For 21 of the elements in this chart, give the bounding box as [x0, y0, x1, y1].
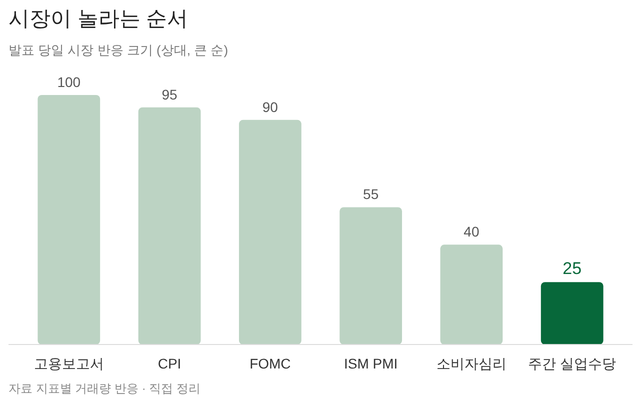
bar: [440, 244, 503, 344]
data-label: 90: [262, 98, 278, 115]
data-label: 55: [363, 186, 379, 202]
x-tick-label: FOMC: [250, 356, 291, 372]
data-label: 40: [464, 224, 480, 240]
x-tick-label: 소비자심리: [436, 356, 506, 372]
text: 자료 지표별 거래량 반응 · 직접 정리: [8, 382, 200, 396]
data-label: 100: [57, 74, 81, 90]
bar: [38, 94, 100, 344]
chart-subtitle: 발표 당일 시장 반응 크기 (상대, 큰 순): [8, 42, 228, 58]
bar: [540, 282, 604, 344]
data-label: 25: [562, 259, 582, 278]
bar: [138, 107, 201, 344]
data-label: 95: [162, 86, 178, 102]
x-tick-label: 고용보고서: [34, 356, 104, 372]
x-tick-label: 주간 실업수당: [528, 356, 616, 372]
bar: [238, 120, 302, 344]
chart-title: 시장이 놀라는 순서: [8, 8, 188, 30]
x-tick-label: CPI: [158, 356, 182, 372]
x-tick-label: ISM PMI: [344, 356, 398, 372]
bar: [340, 207, 402, 344]
